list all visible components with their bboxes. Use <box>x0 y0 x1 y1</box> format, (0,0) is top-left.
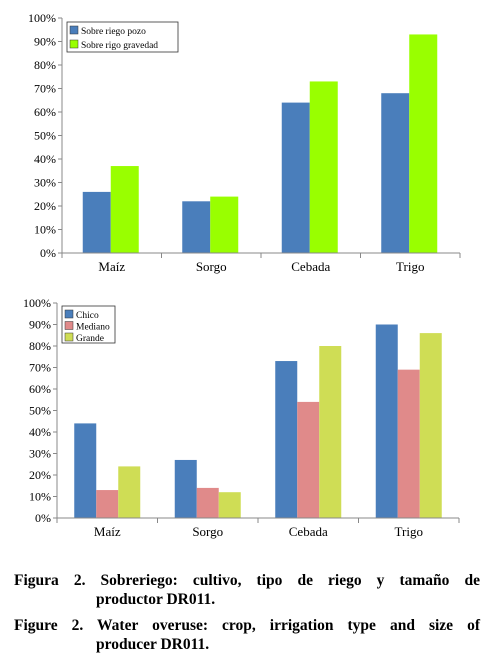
caption-english-line-1: Figure 2. Water overuse: crop, irrigatio… <box>14 617 480 634</box>
x-category-label: Maíz <box>98 259 125 274</box>
y-tick-label: 80% <box>34 58 56 72</box>
y-tick-label: 40% <box>29 425 51 439</box>
x-category-label: Cebada <box>291 259 330 274</box>
bar-2-2-1 <box>96 490 119 518</box>
y-tick-label: 80% <box>29 339 51 353</box>
caption-spanish: Figura 2. Sobreriego: cultivo, tipo de r… <box>14 571 480 609</box>
y-tick-label: 100% <box>23 296 51 310</box>
chart-1: 0% 10% 20% 30% 40% 50% 60% 70% 80% 90% 100% Maíz Sor… <box>28 11 461 274</box>
bar-1-1-3 <box>281 102 310 253</box>
x-category-label: Sorgo <box>192 524 223 539</box>
bar-2-2-2 <box>196 487 219 518</box>
legend-label: Mediano <box>76 323 110 333</box>
legend-swatch <box>64 309 74 319</box>
y-tick-label: 10% <box>34 223 56 237</box>
legend-label: Chico <box>76 311 99 321</box>
caption-spanish-line-1: Figura 2. Sobreriego: cultivo, tipo de r… <box>14 572 480 589</box>
bar-2-1-3 <box>275 361 298 518</box>
bar-2-3-4 <box>419 333 442 518</box>
bar-2-1-4 <box>375 324 398 518</box>
y-tick-label: 10% <box>29 490 51 504</box>
bar-2-2-3 <box>297 401 320 518</box>
y-tick-label: 70% <box>29 361 51 375</box>
bar-2-2-4 <box>397 369 420 518</box>
bar-1-2-1 <box>110 166 139 253</box>
y-tick-label: 50% <box>29 404 51 418</box>
x-category-label: Sorgo <box>196 259 227 274</box>
y-tick-label: 30% <box>29 447 51 461</box>
y-tick-label: 0% <box>35 511 51 525</box>
bar-2-3-3 <box>319 346 342 518</box>
bar-2-1-2 <box>174 459 197 518</box>
bar-1-2-3 <box>309 81 338 253</box>
bar-2-1-1 <box>74 423 97 518</box>
figure-charts: 0% 10% 20% 30% 40% 50% 60% 70% 80% 90% 100% Maíz Sor… <box>23 11 461 539</box>
x-category-label: Cebada <box>289 524 328 539</box>
x-category-label: Trigo <box>396 259 424 274</box>
caption-spanish-line-2: productor DR011. <box>96 591 216 608</box>
legend-label: Sobre riego pozo <box>81 27 146 37</box>
chart-2: 0% 10% 20% 30% 40% 50% 60% 70% 80% 90% 100% Maíz Sor… <box>23 296 460 539</box>
x-category-label: Maíz <box>94 524 121 539</box>
y-tick-label: 100% <box>28 11 56 25</box>
bar-2-3-1 <box>118 466 141 518</box>
legend-box <box>66 21 179 53</box>
y-tick-label: 0% <box>40 246 56 260</box>
y-tick-label: 90% <box>34 35 56 49</box>
bar-1-1-4 <box>381 93 410 253</box>
y-tick-label: 20% <box>34 199 56 213</box>
caption-english-line-2: producer DR011. <box>96 636 210 653</box>
bar-1-2-4 <box>409 34 438 254</box>
y-tick-label: 40% <box>34 152 56 166</box>
bar-1-1-2 <box>182 201 211 253</box>
y-tick-label: 70% <box>34 82 56 96</box>
y-tick-label: 60% <box>29 382 51 396</box>
legend: Sobre riego pozo Sobre rigo gravedad <box>66 21 179 53</box>
bar-2-3-2 <box>218 492 241 518</box>
legend-swatch <box>69 25 79 35</box>
x-category-label: Trigo <box>395 524 423 539</box>
legend-swatch <box>69 39 79 49</box>
bar-1-2-2 <box>210 196 239 253</box>
legend-swatch <box>64 332 74 342</box>
y-tick-label: 30% <box>34 176 56 190</box>
y-tick-label: 50% <box>34 129 56 143</box>
legend-label: Sobre rigo gravedad <box>81 41 158 51</box>
y-tick-label: 90% <box>29 318 51 332</box>
legend-swatch <box>64 321 74 330</box>
caption-english: Figure 2. Water overuse: crop, irrigatio… <box>14 616 480 654</box>
y-tick-label: 20% <box>29 468 51 482</box>
y-tick-label: 60% <box>34 105 56 119</box>
bar-1-1-1 <box>82 191 111 253</box>
legend-label: Grande <box>76 334 104 344</box>
